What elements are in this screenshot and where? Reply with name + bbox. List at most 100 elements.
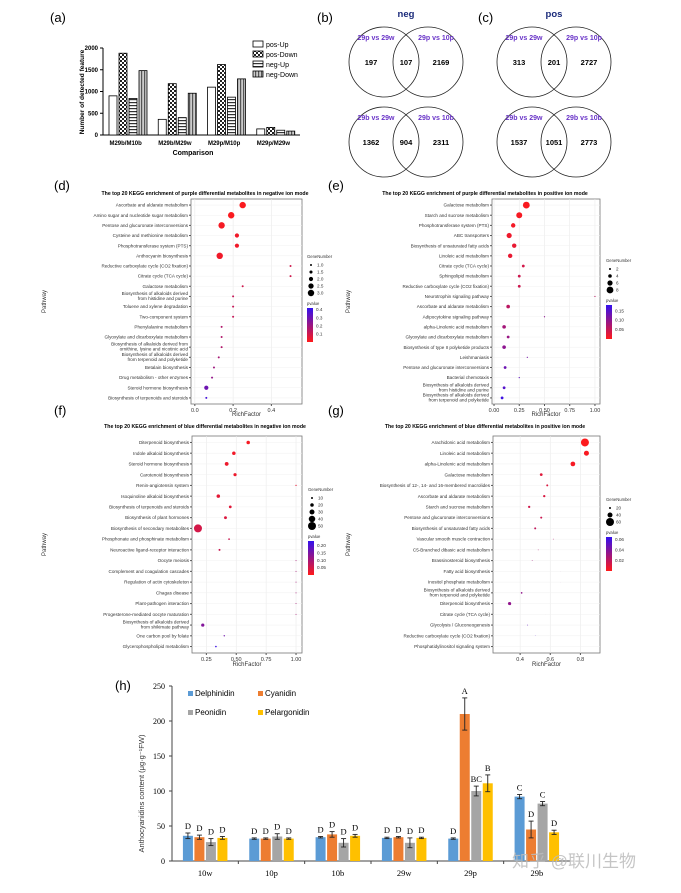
data-point [224, 462, 229, 466]
data-point [193, 524, 202, 533]
bar-cyanidin [194, 837, 205, 861]
bar-peonidin [338, 842, 349, 861]
bar-delphinidin [315, 837, 326, 861]
venn-set-label-left: 29b vs 29w [506, 115, 544, 122]
legend-label: Peonidin [195, 708, 226, 717]
pathway-label: Isoquinoline alkaloid biosynthesis [121, 494, 190, 499]
data-point [295, 484, 297, 487]
pathway-label: Two-component system [139, 314, 188, 319]
size-legend-label: 1.0 [317, 263, 324, 268]
legend-label: pos-Up [266, 42, 289, 49]
pathway-label: One carbon pool by folate [136, 633, 189, 638]
size-legend-dot [606, 518, 614, 526]
significance-letter: C [540, 790, 546, 800]
plot-area [191, 435, 303, 654]
pathway-label: Inositol phosphate metabolism [428, 580, 490, 585]
data-point [216, 494, 221, 498]
venn-count-right: 2169 [433, 58, 450, 67]
data-point [516, 212, 523, 219]
legend-swatch-pelargonidin [258, 710, 263, 715]
significance-letter: A [462, 686, 469, 696]
x-tick-label: M29p/M10p [208, 141, 241, 147]
pathway-label: from terpenoid and polyketide [428, 397, 489, 402]
pathway-label: C5-Branched dibasic acid metabolism [413, 547, 490, 552]
pathway-label: Drug metabolism - other enzymes [119, 375, 189, 380]
size-legend-dot [607, 512, 613, 518]
bar-pelargonidin [549, 832, 560, 861]
venn-count-both: 107 [400, 58, 413, 67]
color-legend-label: 0.06 [615, 537, 624, 542]
significance-letter: D [395, 825, 401, 835]
bar-neg-up [227, 96, 236, 136]
panel-label-g: (g) [328, 403, 344, 418]
watermark: 知乎 @联川生物 [512, 852, 636, 871]
size-legend-label: 60 [616, 520, 622, 525]
color-legend-label: 0.3 [316, 315, 323, 320]
y-tick-label: 0 [95, 133, 99, 139]
venn-set-label-right: 29p vs 10p [418, 35, 454, 42]
pathway-label: Chagas disease [156, 590, 189, 595]
data-point [218, 548, 221, 551]
pathway-label: Pentose and glucuronate interconversions [403, 365, 490, 370]
data-point [232, 295, 235, 298]
pathway-label: Phosphatidylinositol signaling system [414, 644, 490, 649]
pathway-label: Biosynthesis of alkaloids derived from [111, 342, 188, 347]
y-axis-label: Number of detected feature [79, 49, 86, 134]
bar-pos-up [157, 118, 167, 136]
data-point [289, 275, 292, 278]
x-tick-label: 0.4 [268, 408, 276, 414]
bar-pos-down [167, 83, 177, 136]
pathway-label: Phosphotransferase system (PTS) [419, 223, 490, 228]
bar-pos-down [118, 52, 128, 136]
venn-set-label-right: 29b vs 10b [566, 115, 602, 122]
venn-circle-right [540, 26, 612, 98]
pathway-label: Toluene and xylene degradation [123, 304, 189, 309]
legend-label: pos-Down [266, 52, 298, 59]
significance-letter: D [329, 820, 335, 830]
chart-title: The top 20 KEGG enrichment of blue diffe… [385, 424, 585, 430]
color-legend-label: 0.1 [316, 332, 323, 337]
y-axis-label: Pathway [346, 290, 352, 313]
legend-swatch-neg-down [252, 70, 264, 78]
bar-neg-up [128, 98, 138, 136]
data-point [583, 450, 589, 456]
significance-letter: D [185, 821, 191, 831]
data-point [295, 613, 297, 615]
data-point [507, 601, 512, 606]
bar-neg-up [177, 117, 187, 136]
size-legend-title: GeneNumber [308, 487, 334, 492]
x-tick-label: M29p/M29w [257, 141, 291, 147]
pathway-label: Citrate cycle (TCA cycle) [440, 612, 491, 617]
size-legend-label: 20 [318, 503, 324, 508]
pathway-label: Ascorbate and aldarate metabolism [418, 494, 490, 499]
venn-count-right: 2727 [581, 58, 598, 67]
y-tick-label: 50 [157, 822, 165, 831]
x-axis-label: RichFactor [531, 412, 560, 418]
size-legend-title: GeneNumber [606, 497, 632, 502]
venn-circle-right [392, 26, 464, 98]
significance-letter: D [352, 822, 358, 832]
data-point [506, 232, 512, 239]
bar-cyanidin [260, 838, 271, 861]
data-point [528, 505, 531, 509]
size-legend-dot [608, 274, 612, 278]
legend-label: neg-Down [266, 72, 298, 79]
legend-label: Cyanidin [265, 689, 296, 698]
pathway-label: Diterpenoid biosynthesis [139, 440, 190, 445]
size-legend-label: 2.0 [317, 277, 324, 282]
data-point [205, 396, 208, 399]
chart-title: The top 20 KEGG enrichment of purple dif… [382, 191, 588, 197]
x-tick-label: M29b/M29w [158, 141, 192, 147]
x-tick-label: 0.4 [516, 657, 524, 663]
color-legend-bar [308, 541, 314, 575]
pathway-label: Steroid hormone biosynthesis [128, 462, 189, 467]
pathway-label: Galactose metabolism [444, 203, 490, 208]
bar-pos-up [207, 86, 216, 136]
bar-delphinidin [249, 838, 260, 861]
pathway-label: Biosynthesis of alkaloids derived [122, 352, 189, 357]
x-tick-label: 0.2 [229, 408, 237, 414]
color-legend-title: pvalue [307, 301, 320, 306]
bar-delphinidin [182, 835, 193, 861]
pathway-label: ornithine, lysine and nicotinic acid [120, 347, 189, 352]
pathway-label: Neuroactive ligand-receptor interaction [110, 547, 189, 552]
